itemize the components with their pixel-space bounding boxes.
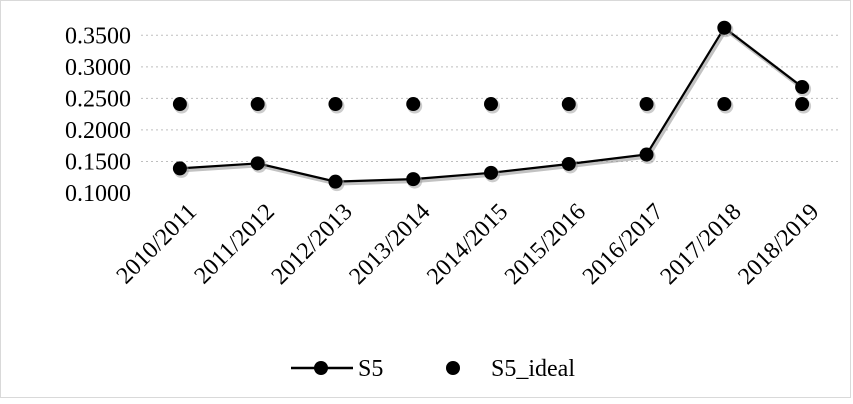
data-point [639, 97, 654, 112]
legend-s5-label: S5 [358, 356, 383, 382]
data-point [561, 97, 576, 112]
data-point [328, 97, 343, 112]
legend: S5 S5_ideal [291, 356, 575, 382]
legend-s5-ideal-marker [446, 361, 460, 375]
data-point [795, 80, 810, 95]
data-point [406, 97, 421, 112]
y-tick-label: 0.2500 [65, 86, 131, 112]
legend-s5-ideal-label: S5_ideal [491, 356, 575, 382]
y-tick-label: 0.3000 [65, 55, 131, 81]
x-tick-label: 2013/2014 [344, 199, 435, 290]
series-layer [172, 20, 812, 192]
data-point [172, 161, 187, 176]
data-point [250, 156, 265, 171]
data-point [250, 97, 265, 112]
data-point [328, 174, 343, 189]
y-tick-label: 0.3500 [65, 23, 131, 49]
data-point [484, 165, 498, 180]
y-tick-label: 0.1000 [65, 181, 131, 207]
x-tick-label: 2010/2011 [112, 199, 202, 289]
data-point [795, 97, 810, 112]
x-tick-label: 2018/2019 [733, 199, 824, 290]
data-point [717, 20, 732, 35]
y-tick-label: 0.1500 [65, 149, 131, 175]
x-axis-ticks: 2010/20112011/20122012/20132013/20142014… [112, 199, 825, 290]
data-point [717, 97, 732, 112]
x-tick-label: 2017/2018 [656, 199, 747, 290]
data-point [172, 97, 187, 112]
x-tick-label: 2014/2015 [422, 199, 513, 290]
x-tick-label: 2016/2017 [578, 199, 669, 290]
x-tick-label: 2015/2016 [500, 199, 591, 290]
data-point [561, 156, 576, 171]
data-point [406, 172, 421, 187]
y-axis-ticks: 0.1000 0.1500 0.2000 0.2500 0.3000 0.3500 [65, 23, 131, 207]
y-tick-label: 0.2000 [65, 118, 131, 144]
x-tick-label: 2012/2013 [267, 199, 358, 290]
data-point [484, 97, 498, 112]
data-point [639, 147, 654, 162]
x-tick-label: 2011/2012 [190, 199, 280, 289]
legend-s5-marker [314, 361, 328, 375]
